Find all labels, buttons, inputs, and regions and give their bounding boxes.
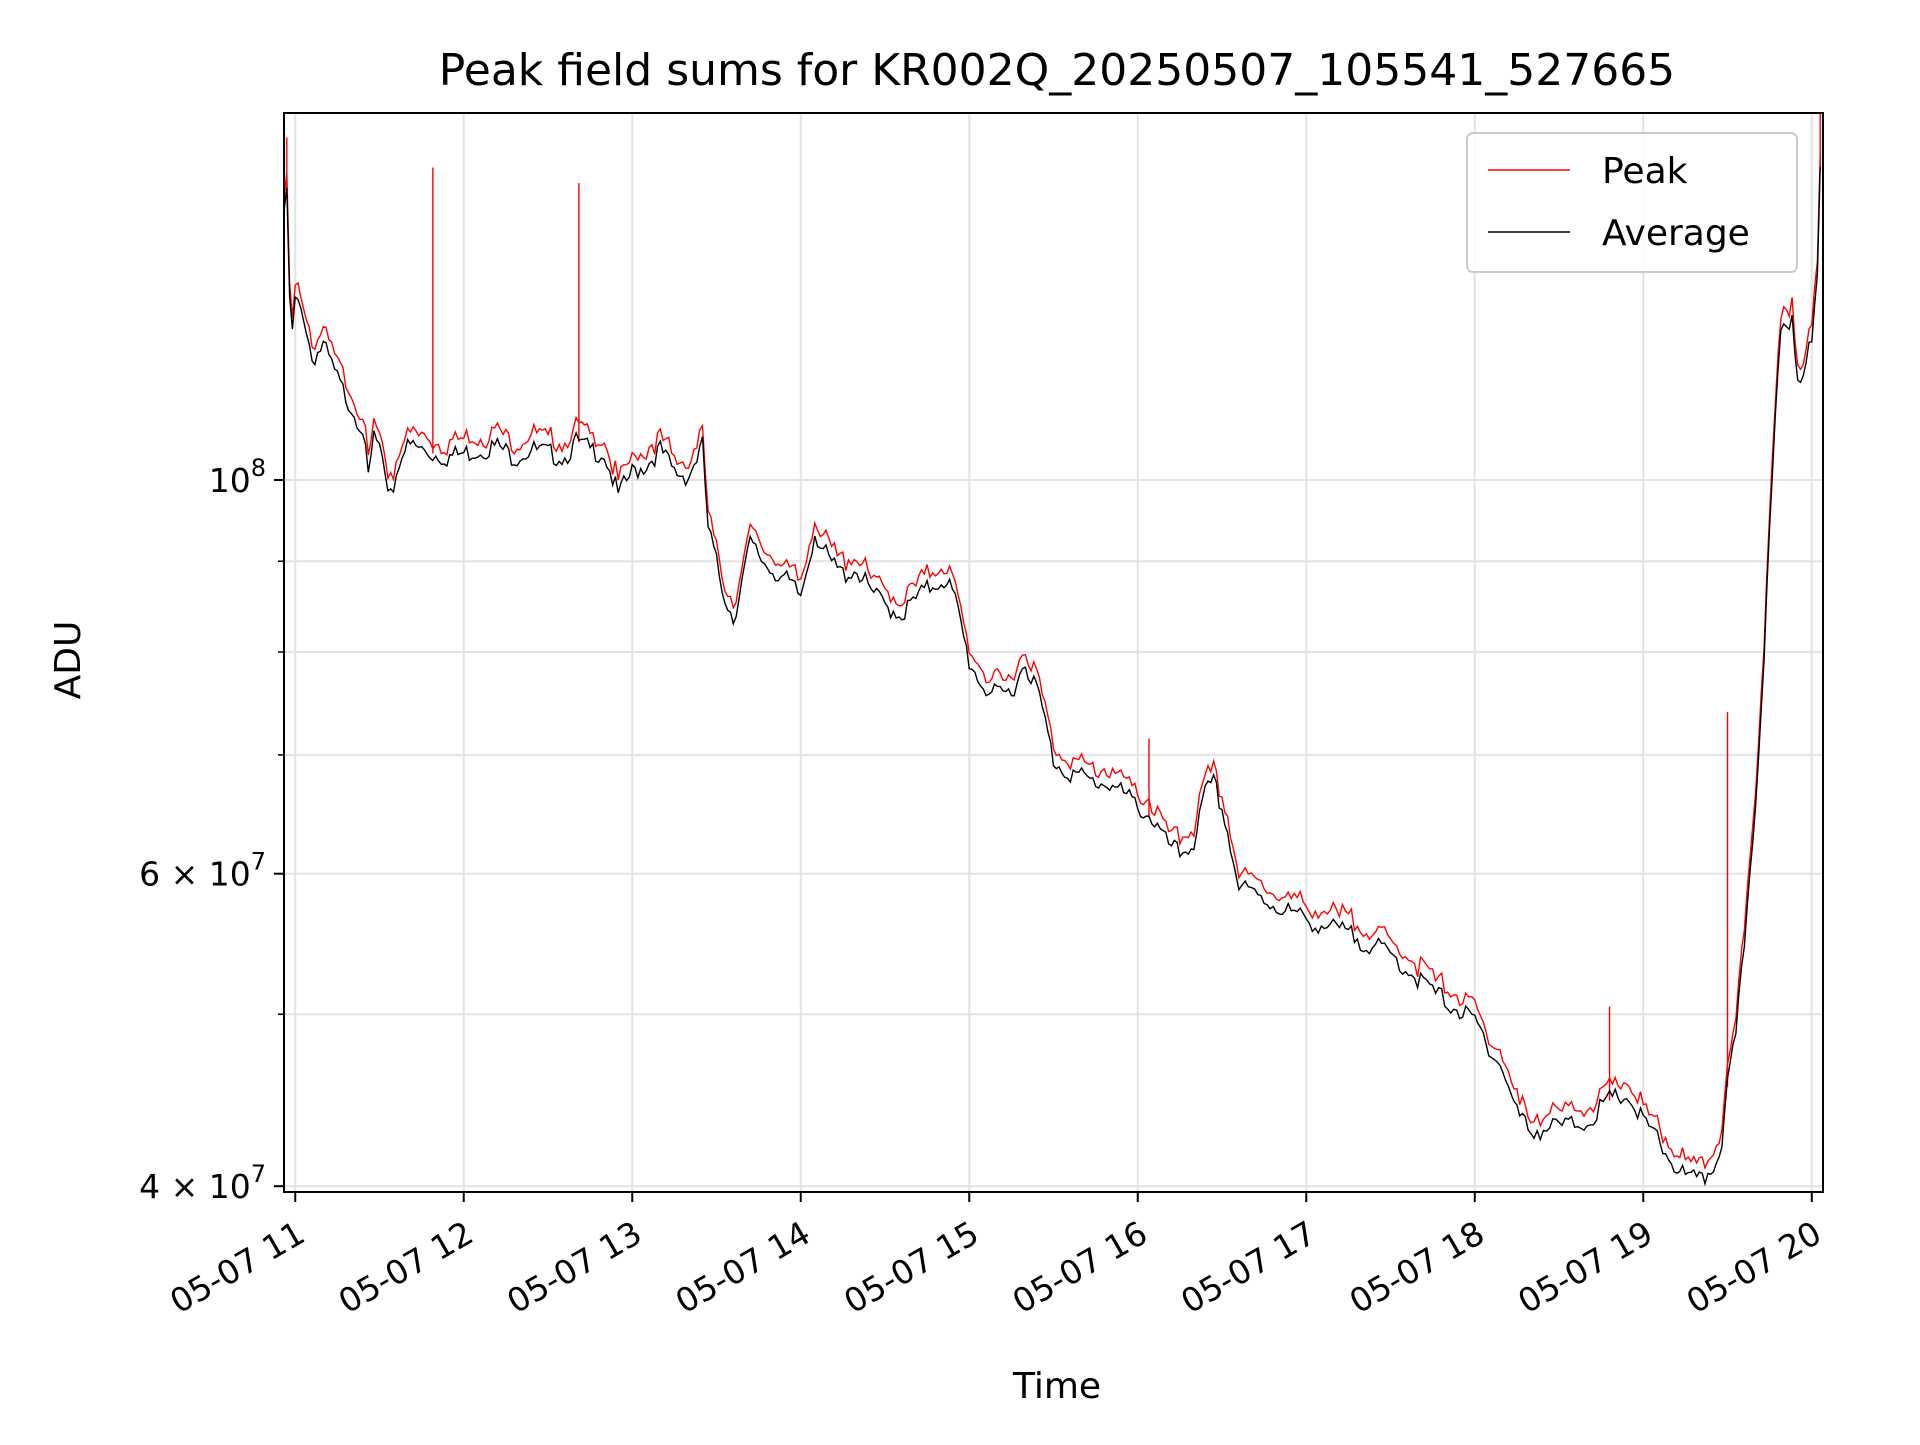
y-tick-label: 6 × 107 xyxy=(139,848,266,894)
legend-label: Peak xyxy=(1602,151,1688,192)
y-axis-label: ADU xyxy=(48,621,89,700)
grid xyxy=(284,113,1823,1192)
x-axis-label: Time xyxy=(1012,1366,1101,1407)
average-series-line xyxy=(283,166,1821,1187)
legend-label: Average xyxy=(1602,213,1750,254)
y-tick-label: 4 × 107 xyxy=(139,1160,266,1206)
chart-title: Peak field sums for KR002Q_20250507_1055… xyxy=(439,45,1675,96)
peak-series-line xyxy=(283,154,1821,1171)
series xyxy=(283,113,1821,1187)
legend: Peak Average xyxy=(1466,132,1798,273)
y-tick-label: 108 xyxy=(209,454,266,500)
legend-box xyxy=(1466,132,1798,273)
